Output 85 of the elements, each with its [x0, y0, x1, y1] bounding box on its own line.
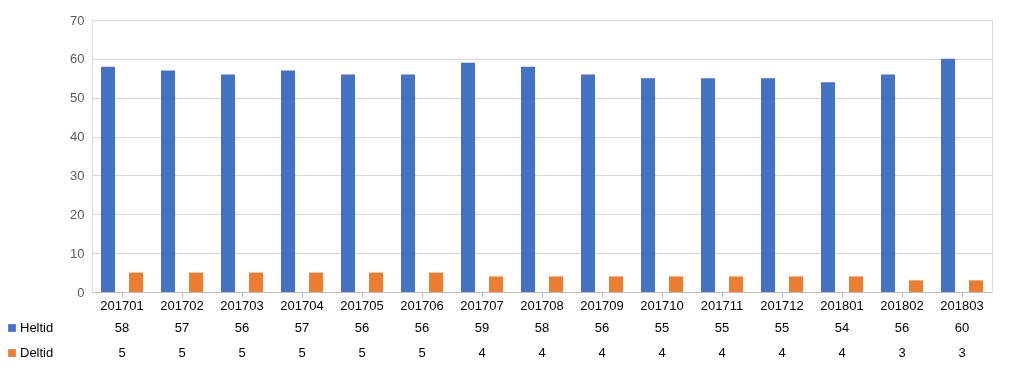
- bar: [909, 280, 923, 292]
- data-label: 4: [718, 345, 726, 360]
- data-label: 56: [234, 320, 250, 335]
- bar: [941, 58, 955, 292]
- data-label: 4: [838, 345, 846, 360]
- bar: [341, 74, 355, 292]
- data-label: 57: [294, 320, 310, 335]
- data-label: 4: [658, 345, 666, 360]
- y-tick-label: 70: [70, 12, 85, 28]
- bar: [429, 272, 443, 292]
- data-label: 58: [114, 320, 130, 335]
- data-label: 56: [414, 320, 430, 335]
- bar: [549, 276, 563, 292]
- data-label: 55: [654, 320, 670, 335]
- data-label: 54: [834, 320, 850, 335]
- bar: [461, 62, 475, 292]
- bar: [669, 276, 683, 292]
- y-tick-label: 30: [70, 167, 85, 183]
- x-tick-label: 201706: [400, 297, 444, 313]
- data-label: 57: [174, 320, 190, 335]
- bar: [849, 276, 863, 292]
- data-label: 5: [298, 345, 306, 360]
- data-label: 5: [178, 345, 186, 360]
- bar: [401, 74, 415, 292]
- bar: [281, 70, 295, 292]
- data-label: 4: [778, 345, 786, 360]
- x-tick-label: 201710: [640, 297, 684, 313]
- data-label: 55: [774, 320, 790, 335]
- bar: [189, 272, 203, 292]
- data-label: 5: [358, 345, 366, 360]
- data-label: 56: [354, 320, 370, 335]
- bar: [761, 78, 775, 292]
- y-tick-label: 40: [70, 129, 85, 145]
- bar: [129, 272, 143, 292]
- bar: [969, 280, 983, 292]
- data-label: 58: [534, 320, 550, 335]
- data-label: 60: [954, 320, 970, 335]
- legend-label: Heltid: [20, 320, 54, 335]
- x-tick-label: 201709: [580, 297, 624, 313]
- bar: [521, 66, 535, 292]
- data-label: 59: [474, 320, 490, 335]
- bar: [581, 74, 595, 292]
- legend-label: Deltid: [20, 345, 54, 360]
- bar: [249, 272, 263, 292]
- bar: [821, 82, 835, 292]
- x-tick-label: 201701: [100, 297, 144, 313]
- bar: [641, 78, 655, 292]
- y-tick-label: 50: [70, 90, 85, 106]
- x-tick-label: 201703: [220, 297, 264, 313]
- x-tick-label: 201708: [520, 297, 564, 313]
- bar: [729, 276, 743, 292]
- x-tick-label: 201712: [760, 297, 804, 313]
- data-label: 5: [238, 345, 246, 360]
- x-tick-label: 201705: [340, 297, 384, 313]
- data-label: 3: [958, 345, 966, 360]
- y-tick-label: 10: [70, 245, 85, 261]
- data-label: 55: [714, 320, 730, 335]
- x-tick-label: 201704: [280, 297, 324, 313]
- data-label: 56: [894, 320, 910, 335]
- x-tick-label: 201803: [940, 297, 984, 313]
- bar: [161, 70, 175, 292]
- data-label: 4: [538, 345, 546, 360]
- data-label: 56: [594, 320, 610, 335]
- data-label: 4: [478, 345, 486, 360]
- bar: [101, 66, 115, 292]
- bar: [221, 74, 235, 292]
- y-tick-label: 20: [70, 206, 85, 222]
- x-tick-label: 201801: [820, 297, 864, 313]
- x-tick-label: 201711: [700, 297, 744, 313]
- y-tick-label: 0: [77, 284, 85, 300]
- x-tick-label: 201702: [160, 297, 204, 313]
- data-label: 4: [598, 345, 606, 360]
- bar: [701, 78, 715, 292]
- data-label: 5: [118, 345, 126, 360]
- bar: [789, 276, 803, 292]
- x-tick-label: 201707: [460, 297, 504, 313]
- x-tick-label: 201802: [880, 297, 924, 313]
- bar: [881, 74, 895, 292]
- bar: [309, 272, 323, 292]
- data-label: 5: [418, 345, 426, 360]
- data-label: 3: [898, 345, 906, 360]
- bar: [489, 276, 503, 292]
- y-tick-label: 60: [70, 51, 85, 67]
- bar: [369, 272, 383, 292]
- bar: [609, 276, 623, 292]
